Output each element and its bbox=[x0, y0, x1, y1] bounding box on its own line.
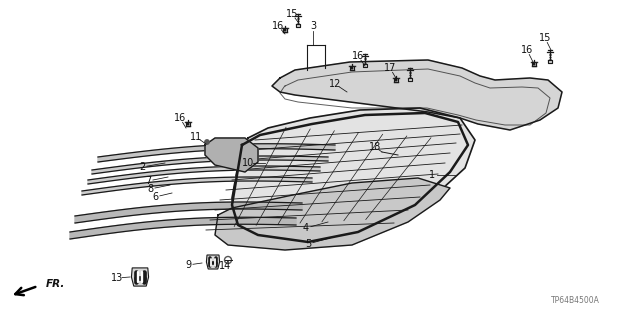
Text: 7: 7 bbox=[145, 176, 151, 186]
Polygon shape bbox=[283, 28, 287, 32]
Circle shape bbox=[187, 123, 189, 125]
Polygon shape bbox=[186, 122, 190, 126]
Text: 6: 6 bbox=[152, 192, 158, 202]
Polygon shape bbox=[408, 78, 412, 81]
Polygon shape bbox=[532, 62, 536, 66]
Text: 15: 15 bbox=[286, 9, 298, 19]
Text: 18: 18 bbox=[369, 142, 381, 152]
Text: 15: 15 bbox=[539, 33, 551, 43]
Text: 16: 16 bbox=[521, 45, 533, 55]
Text: 9: 9 bbox=[185, 260, 191, 270]
Polygon shape bbox=[350, 66, 354, 70]
Polygon shape bbox=[272, 60, 562, 130]
Text: FR.: FR. bbox=[46, 279, 65, 289]
Polygon shape bbox=[75, 202, 302, 223]
Text: 11: 11 bbox=[190, 132, 202, 142]
Text: 17: 17 bbox=[384, 63, 396, 73]
Polygon shape bbox=[131, 268, 148, 286]
Text: 10: 10 bbox=[242, 158, 254, 168]
Polygon shape bbox=[98, 144, 335, 162]
Text: 5: 5 bbox=[305, 239, 311, 249]
Text: 1: 1 bbox=[429, 170, 435, 180]
Text: 4: 4 bbox=[303, 223, 309, 233]
Polygon shape bbox=[548, 60, 552, 63]
Text: 16: 16 bbox=[174, 113, 186, 123]
Text: 2: 2 bbox=[139, 162, 145, 172]
Text: 13: 13 bbox=[111, 273, 123, 283]
Polygon shape bbox=[206, 255, 220, 269]
Circle shape bbox=[284, 29, 286, 31]
Polygon shape bbox=[362, 64, 367, 67]
Polygon shape bbox=[88, 166, 320, 184]
Circle shape bbox=[396, 79, 397, 81]
Polygon shape bbox=[296, 24, 300, 27]
Text: 8: 8 bbox=[147, 184, 153, 194]
Circle shape bbox=[351, 67, 353, 69]
Text: 3: 3 bbox=[310, 21, 316, 31]
Polygon shape bbox=[232, 108, 475, 238]
Polygon shape bbox=[394, 78, 398, 82]
Text: 16: 16 bbox=[352, 51, 364, 61]
Text: 16: 16 bbox=[272, 21, 284, 31]
Circle shape bbox=[533, 63, 535, 65]
Text: 12: 12 bbox=[329, 79, 341, 89]
Polygon shape bbox=[82, 177, 312, 195]
Text: 14: 14 bbox=[219, 261, 231, 271]
Polygon shape bbox=[70, 217, 296, 239]
Polygon shape bbox=[205, 138, 258, 172]
Polygon shape bbox=[92, 156, 328, 174]
Circle shape bbox=[205, 140, 209, 144]
Text: TP64B4500A: TP64B4500A bbox=[551, 296, 600, 305]
Polygon shape bbox=[215, 178, 450, 250]
